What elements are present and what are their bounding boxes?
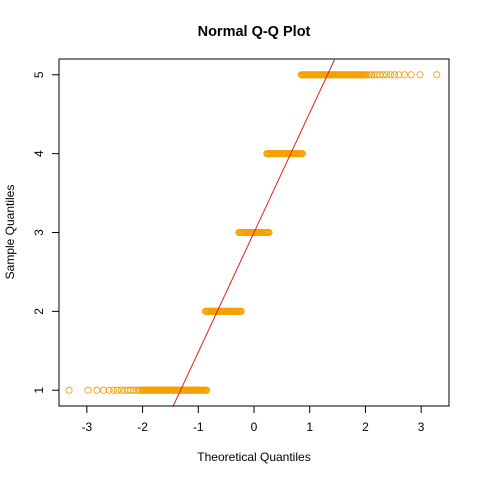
x-axis: -3 -2 -1 0 1 2 3 [82, 405, 425, 434]
data-point [365, 71, 373, 79]
x-tick-label: -1 [193, 420, 204, 434]
data-point [433, 71, 441, 79]
data-point [100, 386, 108, 394]
data-point [363, 71, 371, 79]
data-point [135, 386, 143, 394]
data-point [127, 386, 135, 394]
y-axis: 1 2 3 4 5 [32, 71, 60, 394]
data-point [370, 71, 378, 79]
data-point [390, 71, 398, 79]
data-point [117, 386, 125, 394]
data-point [132, 386, 140, 394]
data-point [84, 386, 92, 394]
x-tick-label: 0 [251, 420, 258, 434]
qq-reference-line [172, 59, 336, 406]
data-point [130, 386, 138, 394]
data-point [110, 386, 118, 394]
data-point [113, 386, 122, 394]
data-point [93, 386, 101, 394]
data-point [400, 71, 408, 79]
y-tick-label: 2 [32, 308, 46, 315]
data-point [383, 71, 391, 79]
x-tick-label: 3 [418, 420, 425, 434]
data-point [265, 228, 273, 237]
x-tick-label: -2 [137, 420, 148, 434]
data-point [298, 150, 307, 158]
data-point [407, 71, 415, 79]
data-point [124, 386, 132, 394]
data-point [137, 386, 145, 394]
y-axis-label: Sample Quantiles [3, 185, 17, 280]
y-tick-label: 4 [32, 150, 46, 157]
data-point [379, 71, 387, 79]
x-tick-label: -3 [82, 420, 93, 434]
data-point [376, 71, 384, 79]
data-point [368, 71, 376, 79]
data-point [203, 386, 211, 394]
y-tick-label: 3 [32, 229, 46, 236]
data-point [237, 307, 245, 315]
y-tick-label: 5 [32, 71, 46, 78]
reference-line-group [172, 59, 336, 406]
x-tick-label: 2 [362, 420, 369, 434]
data-point [65, 386, 73, 394]
data-point [105, 386, 113, 394]
data-point [386, 71, 395, 79]
data-point [395, 71, 403, 79]
x-tick-label: 1 [306, 420, 313, 434]
chart-title: Normal Q-Q Plot [198, 24, 311, 40]
data-points [65, 71, 441, 394]
data-point [416, 71, 424, 79]
x-axis-label: Theoretical Quantiles [197, 450, 310, 464]
y-tick-label: 1 [32, 387, 46, 394]
